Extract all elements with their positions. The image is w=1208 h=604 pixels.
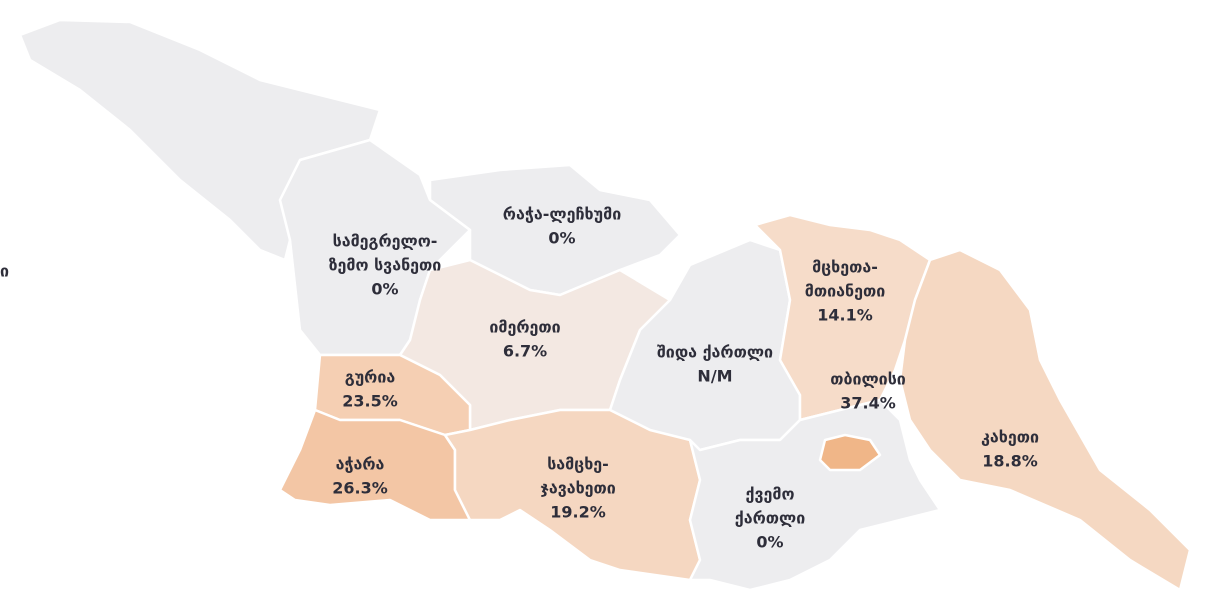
region-name: სამცხე- bbox=[547, 455, 609, 474]
region-name: ქართლი bbox=[735, 509, 805, 528]
region-value: N/M bbox=[697, 367, 732, 386]
region bbox=[753, 213, 932, 422]
side-text: ი bbox=[0, 262, 9, 281]
region-value: 14.1% bbox=[817, 306, 873, 325]
region bbox=[428, 163, 682, 297]
region-value: 26.3% bbox=[332, 479, 388, 498]
region-value: 0% bbox=[548, 229, 575, 248]
region-value: 18.8% bbox=[982, 452, 1038, 471]
region-value: 0% bbox=[756, 533, 783, 552]
region-name: ზემო სვანეთი bbox=[329, 256, 442, 275]
region-name: მცხეთა- bbox=[812, 258, 878, 277]
region-name: ქვემო bbox=[746, 485, 795, 504]
region-name: აჭარა bbox=[336, 455, 385, 474]
region-name: თბილისი bbox=[830, 370, 906, 389]
region bbox=[278, 408, 472, 522]
region-name: იმერეთი bbox=[489, 318, 560, 337]
region-name: რაჭა-ლეჩხუმი bbox=[503, 205, 621, 224]
region-name: შიდა ქართლი bbox=[657, 343, 773, 362]
region-value: 0% bbox=[371, 280, 398, 299]
region-value: 37.4% bbox=[840, 394, 896, 413]
region-name: სამეგრელო- bbox=[333, 232, 438, 251]
region-name: გურია bbox=[345, 368, 396, 387]
region-value: 23.5% bbox=[342, 392, 398, 411]
region-value: 19.2% bbox=[550, 503, 606, 522]
region-name: ჯავახეთი bbox=[540, 479, 616, 498]
region-name: კახეთი bbox=[981, 428, 1039, 447]
region-value: 6.7% bbox=[503, 342, 547, 361]
region-name: მთიანეთი bbox=[805, 282, 885, 301]
region bbox=[688, 398, 942, 592]
region bbox=[898, 248, 1192, 592]
region bbox=[818, 433, 882, 472]
